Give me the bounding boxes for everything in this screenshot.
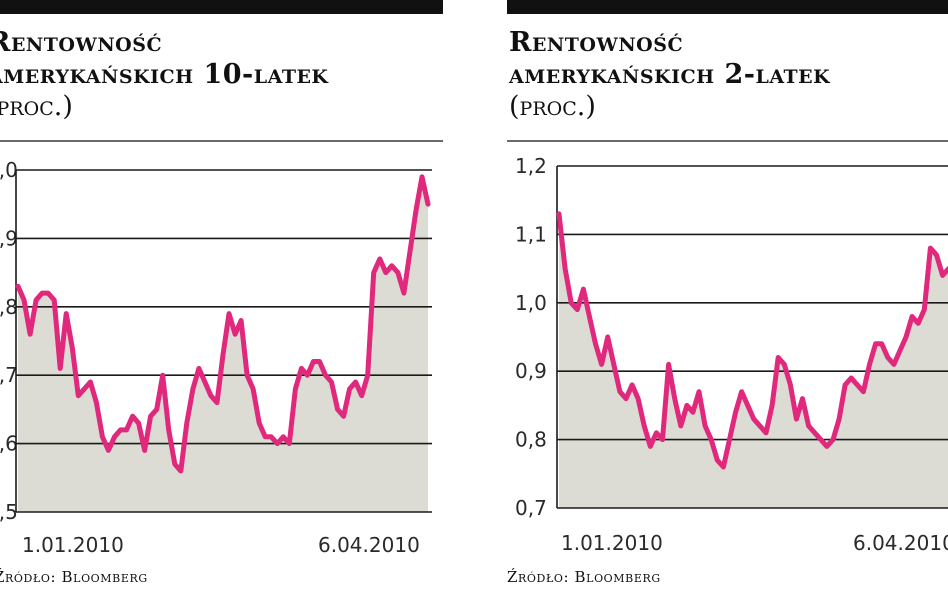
chart-title-line1: Rentowność — [0, 27, 163, 58]
top-bar — [0, 0, 443, 14]
series-line — [15, 174, 431, 474]
y-tick-label: 3,7 — [0, 363, 18, 387]
y-tick-label: 3,6 — [0, 432, 18, 456]
separator-line — [0, 140, 443, 142]
y-tick-label: 0,8 — [515, 428, 547, 452]
top-bar — [507, 0, 948, 14]
y-tick-label: 1,0 — [515, 291, 547, 315]
x-tick-label: 6.04.2010 — [853, 531, 948, 555]
chart-2y: 0,7 0,8 0,9 1,0 1,1 1,2 1.01.2010 6.04.2010 — [515, 154, 948, 555]
chart-10y: 3,5 3,6 3,7 3,8 3,9 4,0 1.01.2010 6.04.2010 — [0, 158, 432, 557]
chart-panel-10y: Rentowność amerykańskich 10-latek (proc.… — [0, 0, 445, 593]
y-tick-label: 0,9 — [515, 359, 547, 383]
chart-panel-2y: Rentowność amerykańskich 2-latek (proc.)… — [507, 0, 948, 593]
x-tick-label: 1.01.2010 — [561, 531, 663, 555]
y-tick-label: 3,9 — [0, 226, 18, 250]
y-tick-label: 1,1 — [515, 222, 547, 246]
y-tick-label: 1,2 — [515, 154, 547, 178]
y-tick-label: 0,7 — [515, 496, 547, 520]
chart-title-line1: Rentowność — [509, 27, 684, 58]
y-tick-label: 3,5 — [0, 500, 18, 524]
separator-line — [507, 140, 948, 142]
area-fill — [18, 176, 428, 513]
y-tick-label: 4,0 — [0, 158, 18, 182]
series-line — [556, 211, 948, 470]
y-tick-label: 3,8 — [0, 295, 18, 319]
x-tick-label: 6.04.2010 — [318, 533, 420, 557]
chart-title-line2: amerykańskich 2-latek — [509, 59, 831, 90]
chart-title-line2: amerykańskich 10-latek — [0, 59, 329, 90]
chart-unit: (proc.) — [509, 91, 596, 122]
source-label: Źródło: Bloomberg — [0, 568, 148, 586]
chart-unit: (proc.) — [0, 91, 73, 122]
x-tick-label: 1.01.2010 — [22, 533, 124, 557]
source-label: Źródło: Bloomberg — [507, 568, 661, 586]
